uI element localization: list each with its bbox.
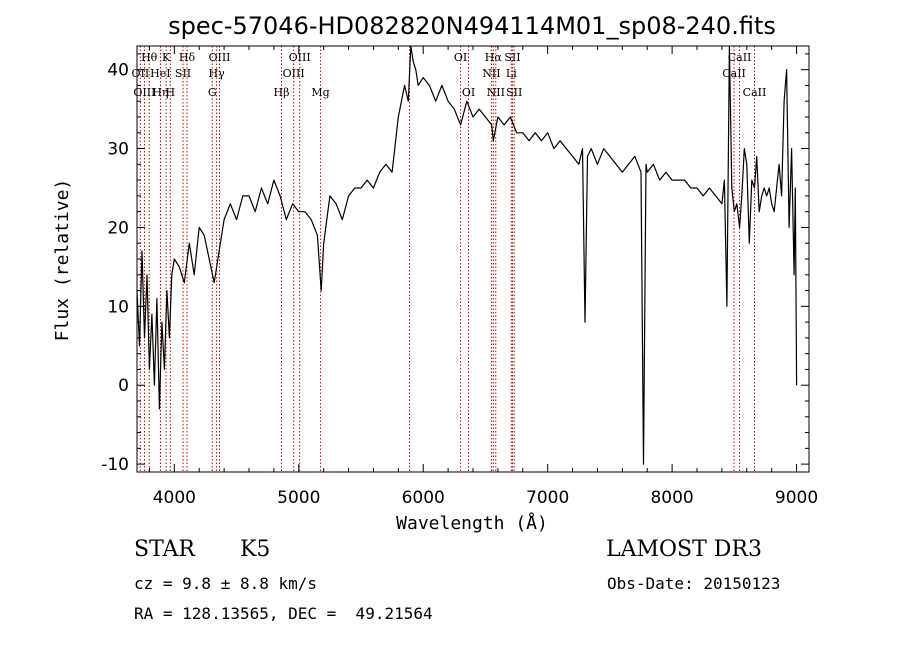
x-tick-label-2: 6000 bbox=[402, 488, 445, 508]
spectrum-series bbox=[136, 45, 798, 465]
marker-label-27: CaII bbox=[743, 86, 767, 99]
marker-label-25: CaII bbox=[728, 51, 752, 64]
marker-label-24: SII bbox=[506, 86, 522, 99]
x-tick-label-1: 5000 bbox=[277, 488, 320, 508]
marker-label-13: OIII bbox=[283, 67, 305, 80]
marker-label-12: OIII bbox=[289, 51, 311, 64]
x-axis-ticks: 4000 5000 6000 7000 8000 9000 bbox=[148, 46, 818, 508]
marker-label-10: Hγ bbox=[209, 67, 226, 80]
x-tick-label-0: 4000 bbox=[153, 488, 196, 508]
marker-label-15: Mg bbox=[311, 86, 329, 99]
y-tick-label-1: 0 bbox=[118, 376, 129, 396]
spectral-line-labels: Hθ OII OIII K Hη HeI SII H Hδ OIII Hγ G OIII OIII Hβ Mg… bbox=[132, 51, 767, 99]
x-tick-label-4: 8000 bbox=[650, 488, 693, 508]
x-axis-label: Wavelength (Å) bbox=[396, 512, 548, 534]
marker-label-4: Hη bbox=[152, 86, 168, 99]
marker-label-20: SII bbox=[504, 51, 520, 64]
y-tick-label-4: 30 bbox=[107, 140, 129, 160]
marker-label-14: Hβ bbox=[274, 86, 290, 99]
marker-label-7: H bbox=[166, 86, 176, 99]
survey-name: LAMOST DR3 bbox=[606, 537, 762, 562]
marker-label-21: NII bbox=[482, 67, 500, 80]
marker-label-2: OIII bbox=[133, 86, 155, 99]
marker-label-9: OIII bbox=[208, 51, 230, 64]
x-tick-label-3: 7000 bbox=[526, 488, 569, 508]
spectral-line-markers bbox=[139, 46, 755, 472]
y-axis-ticks: -10 0 10 20 30 40 bbox=[101, 53, 809, 475]
observation-date: Obs-Date: 20150123 bbox=[607, 574, 781, 593]
marker-label-8: Hδ bbox=[179, 51, 196, 64]
marker-label-3: K bbox=[162, 51, 171, 64]
x-tick-label-5: 9000 bbox=[775, 488, 818, 508]
marker-label-26: CaII bbox=[722, 67, 746, 80]
redshift-cz: cz = 9.8 ± 8.8 km/s bbox=[134, 574, 318, 593]
marker-label-6: SII bbox=[175, 67, 191, 80]
marker-label-17: OI bbox=[454, 51, 467, 64]
marker-label-11: G bbox=[208, 86, 217, 99]
plot-frame bbox=[136, 45, 810, 473]
marker-label-23: NII bbox=[487, 86, 505, 99]
coordinates: RA = 128.13565, DEC = 49.21564 bbox=[134, 604, 433, 623]
marker-label-1: OII bbox=[132, 67, 150, 80]
y-tick-label-2: 10 bbox=[107, 297, 129, 317]
marker-label-18: OI bbox=[462, 86, 475, 99]
series-line-0 bbox=[136, 45, 798, 465]
object-type: STAR bbox=[134, 537, 195, 562]
chart-title: spec-57046-HD082820N494114M01_sp08-240.f… bbox=[168, 12, 776, 40]
y-tick-label-3: 20 bbox=[107, 218, 129, 238]
marker-label-0: Hθ bbox=[141, 51, 158, 64]
y-tick-label-5: 40 bbox=[107, 61, 129, 81]
spectral-subclass: K5 bbox=[240, 537, 271, 562]
marker-label-22: Li bbox=[506, 67, 517, 80]
marker-label-19: Hα bbox=[485, 51, 503, 64]
y-axis-label: Flux (relative) bbox=[52, 179, 73, 342]
y-tick-label-0: -10 bbox=[101, 455, 129, 475]
marker-label-5: HeI bbox=[150, 67, 170, 80]
